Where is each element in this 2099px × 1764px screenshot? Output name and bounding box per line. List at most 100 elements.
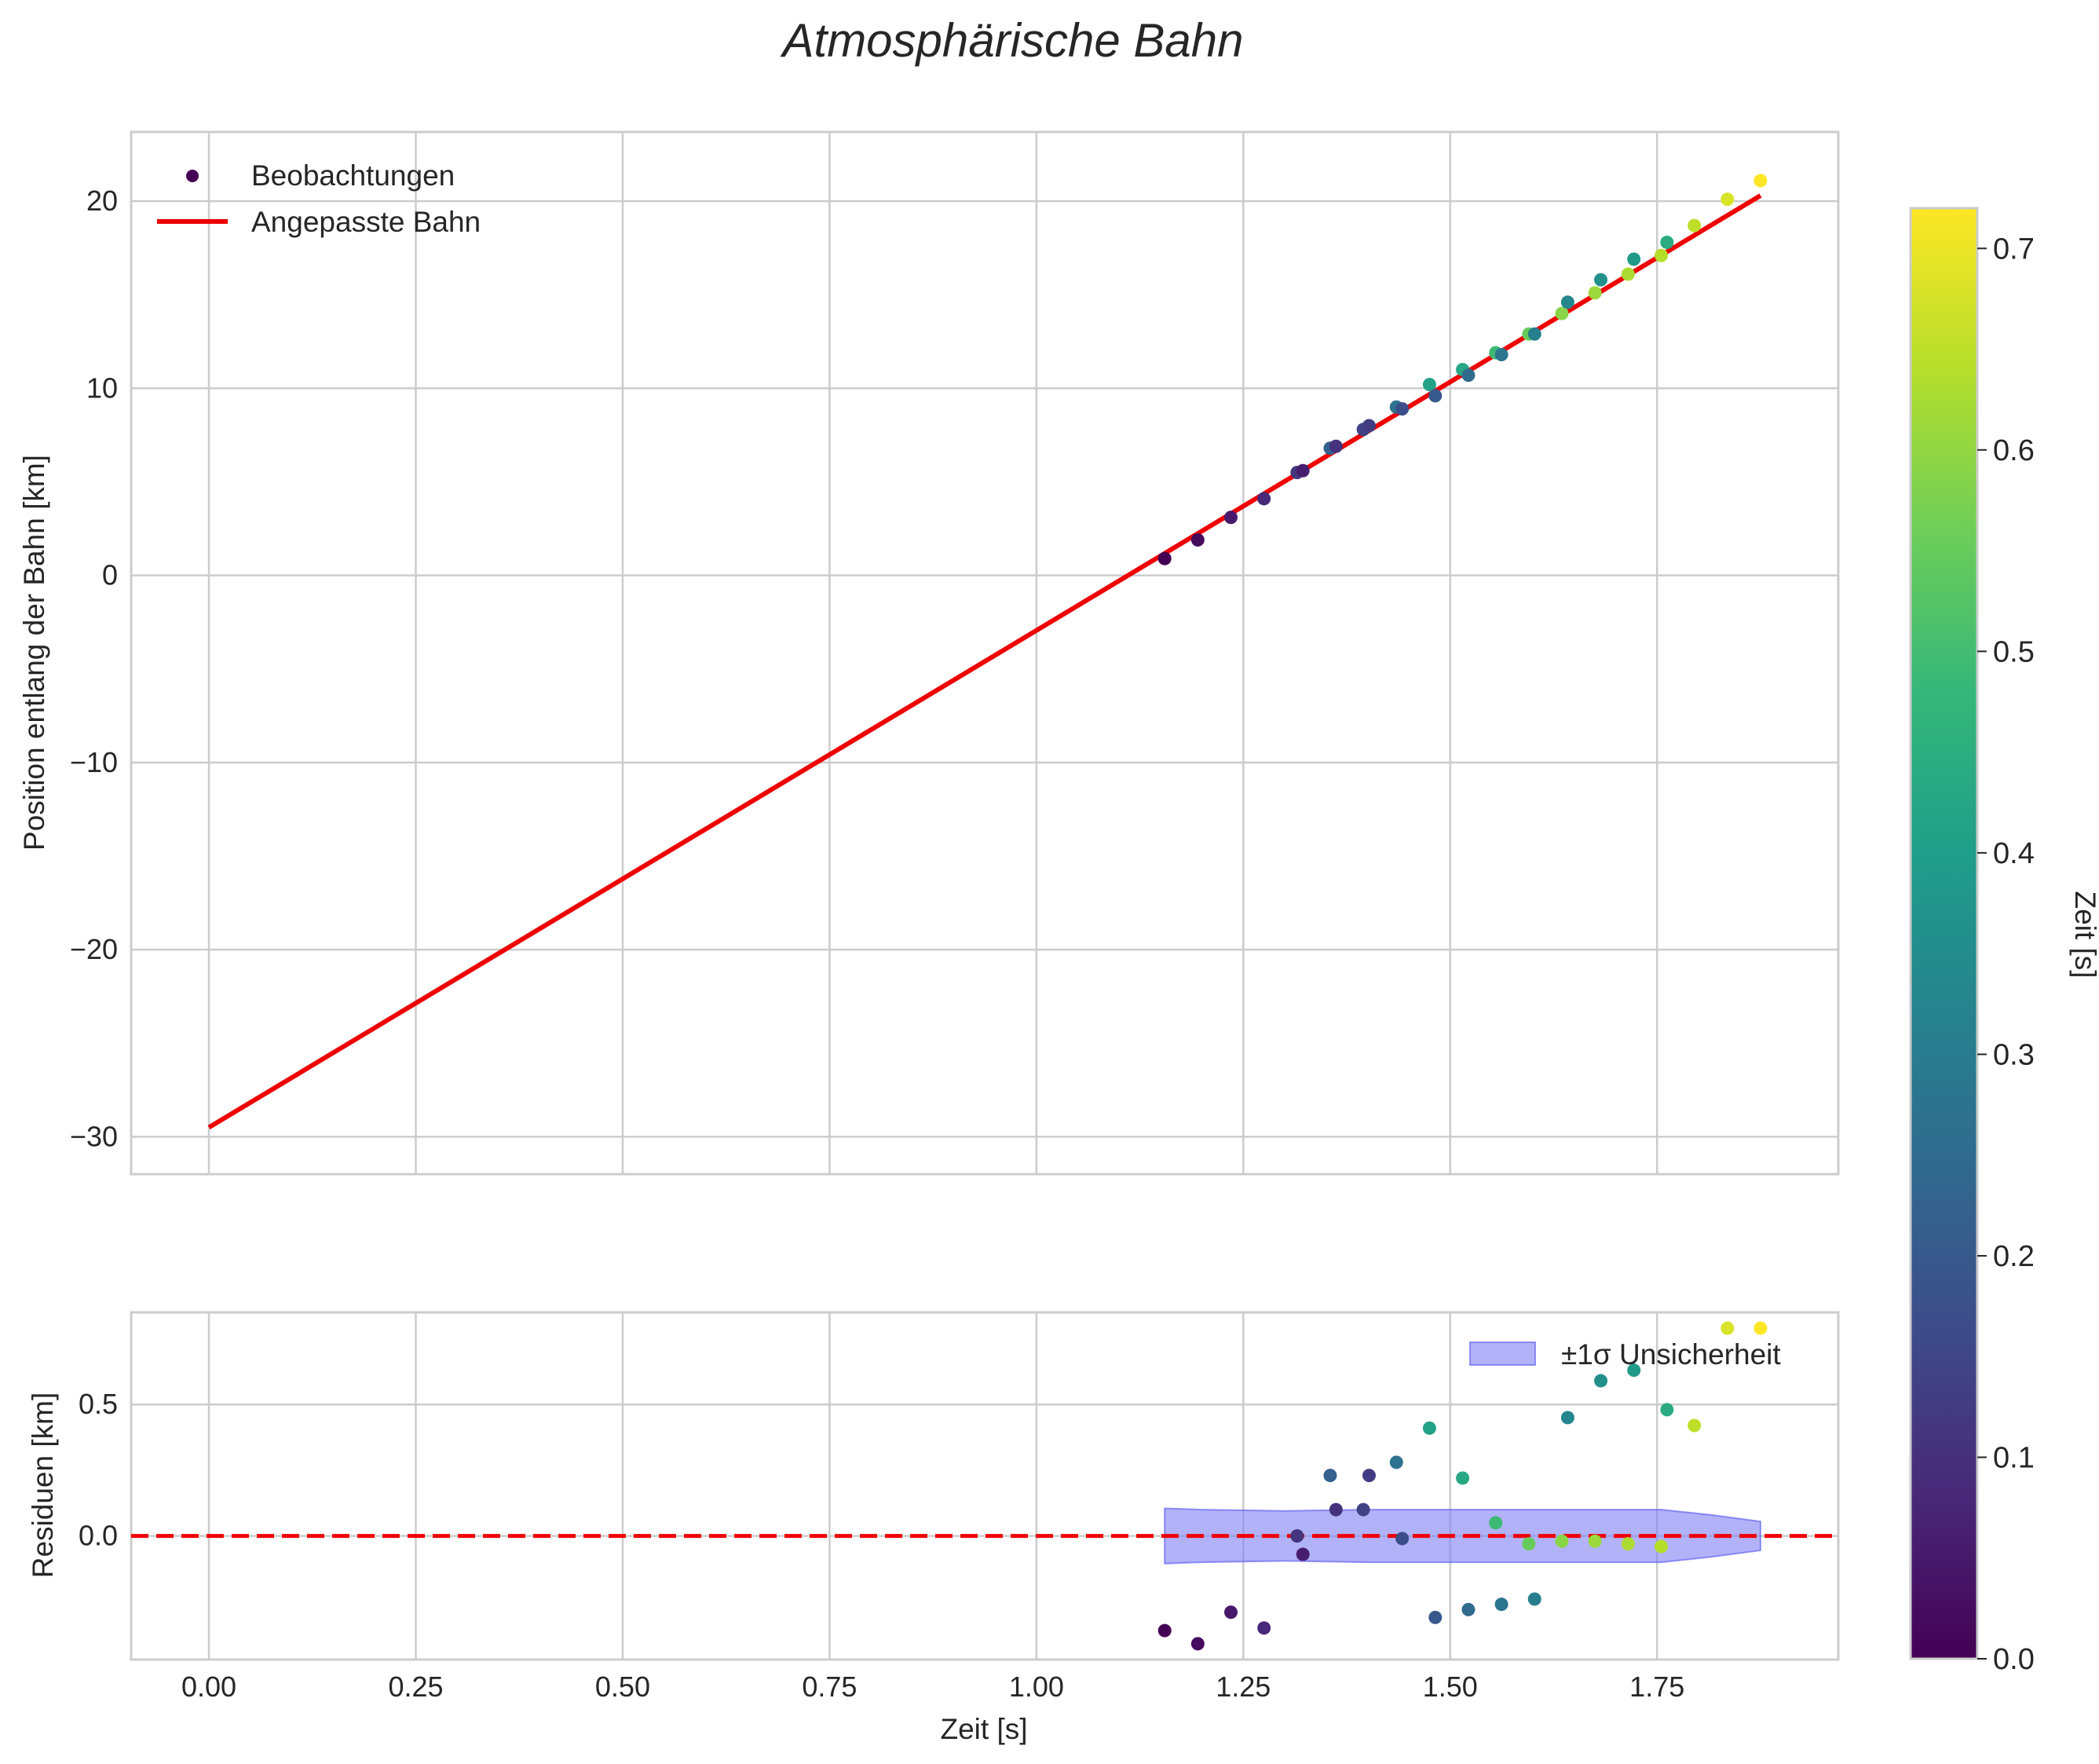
legend-line-label: Angepasste Bahn bbox=[251, 206, 481, 238]
bottom-y-tick-label: 0.0 bbox=[79, 1520, 118, 1552]
x-axis-label: Zeit [s] bbox=[940, 1713, 1027, 1745]
top-plot-frame bbox=[130, 130, 1840, 1176]
x-tick-labels: 0.00 0.25 0.50 0.75 1.00 1.25 1.50 1.75 bbox=[181, 1671, 1684, 1703]
colorbar-tick-label: 0.1 bbox=[1993, 1441, 2035, 1474]
residual-point bbox=[1395, 1532, 1410, 1546]
x-tick-label: 1.25 bbox=[1216, 1671, 1271, 1703]
residual-point bbox=[1329, 1502, 1343, 1517]
residual-point bbox=[1428, 1610, 1443, 1624]
observation-point bbox=[1362, 419, 1376, 433]
observation-point bbox=[1527, 327, 1541, 341]
chart-title: Atmosphärische Bahn bbox=[781, 14, 1244, 67]
residual-point bbox=[1489, 1516, 1503, 1530]
residual-point bbox=[1296, 1547, 1310, 1561]
observation-point bbox=[1157, 551, 1172, 565]
top-y-tick-label: 20 bbox=[86, 185, 118, 217]
colorbar: 0.0 0.1 0.2 0.3 0.4 0.5 0.6 0.7 Zeit [s] bbox=[1909, 207, 2099, 1676]
observation-point bbox=[1329, 439, 1343, 453]
colorbar-tick-label: 0.2 bbox=[1993, 1240, 2035, 1273]
colorbar-tick-label: 0.7 bbox=[1993, 232, 2035, 265]
observation-point bbox=[1555, 306, 1569, 320]
top-grid bbox=[131, 132, 1838, 1174]
residual-point bbox=[1456, 1471, 1470, 1485]
observation-point bbox=[1395, 402, 1410, 416]
observation-point bbox=[1660, 236, 1674, 250]
x-tick-label: 0.25 bbox=[388, 1671, 443, 1703]
residual-point bbox=[1290, 1529, 1304, 1543]
top-legend: Beobachtungen Angepasste Bahn bbox=[157, 159, 481, 238]
residual-point bbox=[1257, 1621, 1271, 1635]
x-tick-label: 0.75 bbox=[802, 1671, 857, 1703]
observation-point bbox=[1627, 252, 1641, 266]
colorbar-tick-label: 0.5 bbox=[1993, 635, 2035, 668]
x-tick-label: 1.50 bbox=[1423, 1671, 1478, 1703]
colorbar-tick-labels: 0.0 0.1 0.2 0.3 0.4 0.5 0.6 0.7 bbox=[1977, 232, 2035, 1676]
legend-band-label: ±1σ Unsicherheit bbox=[1561, 1338, 1781, 1371]
observation-point bbox=[1588, 286, 1602, 300]
colorbar-tick-label: 0.0 bbox=[1993, 1643, 2035, 1676]
top-y-tick-label: −20 bbox=[70, 933, 118, 965]
top-y-axis-label: Position entlang der Bahn [km] bbox=[18, 455, 50, 851]
residual-point bbox=[1190, 1637, 1205, 1651]
residual-point bbox=[1422, 1421, 1436, 1435]
residual-point bbox=[1224, 1605, 1238, 1619]
colorbar-tick-label: 0.4 bbox=[1993, 837, 2035, 870]
residual-point bbox=[1560, 1411, 1574, 1425]
residual-point bbox=[1362, 1469, 1376, 1483]
observation-point bbox=[1224, 511, 1238, 525]
residual-point bbox=[1621, 1537, 1635, 1551]
observation-point bbox=[1494, 348, 1508, 362]
x-tick-label: 0.00 bbox=[181, 1671, 236, 1703]
top-y-tick-label: −30 bbox=[70, 1120, 118, 1152]
bottom-plot-frame bbox=[130, 1311, 1840, 1661]
residual-point bbox=[1389, 1455, 1403, 1469]
residual-point bbox=[1522, 1537, 1536, 1551]
observation-point bbox=[1257, 492, 1271, 506]
residual-point bbox=[1588, 1534, 1602, 1548]
bottom-panel: 0.50.0 0.00 0.25 0.50 0.75 1.00 1.25 1.50 1.75 … bbox=[27, 1311, 1840, 1745]
observation-point bbox=[1594, 273, 1608, 287]
bottom-y-axis-label: Residuen [km] bbox=[27, 1393, 59, 1579]
observation-point bbox=[1428, 389, 1443, 403]
legend-band-swatch bbox=[1469, 1341, 1536, 1366]
residual-point bbox=[1527, 1592, 1541, 1606]
observation-point bbox=[1721, 192, 1735, 207]
residual-point bbox=[1594, 1374, 1608, 1388]
observation-point bbox=[1560, 295, 1574, 309]
top-y-tick-label: 10 bbox=[86, 371, 118, 404]
top-panel: 20 10 0 −10 −20 −30 Position entlang der Bahn… bbox=[18, 130, 1840, 1176]
residual-point bbox=[1356, 1502, 1370, 1517]
observation-point bbox=[1688, 218, 1702, 232]
legend-scatter-marker bbox=[186, 170, 199, 182]
residual-point bbox=[1555, 1534, 1569, 1548]
legend-scatter-label: Beobachtungen bbox=[251, 159, 455, 192]
residual-point bbox=[1654, 1539, 1668, 1554]
colorbar-tick-label: 0.6 bbox=[1993, 434, 2035, 467]
top-y-tick-labels: 20 10 0 −10 −20 −30 bbox=[70, 185, 118, 1152]
top-y-tick-label: 0 bbox=[102, 559, 118, 591]
bottom-y-tick-label: 0.5 bbox=[79, 1388, 118, 1420]
residual-point bbox=[1157, 1623, 1172, 1638]
residual-point bbox=[1323, 1469, 1337, 1483]
observation-point bbox=[1461, 368, 1476, 382]
residual-point bbox=[1688, 1418, 1702, 1433]
residual-point bbox=[1461, 1602, 1476, 1616]
residual-points bbox=[1157, 1321, 1768, 1651]
residual-point bbox=[1721, 1321, 1735, 1335]
colorbar-gradient bbox=[1909, 207, 1979, 1660]
x-tick-label: 1.75 bbox=[1629, 1671, 1684, 1703]
uncertainty-band bbox=[1164, 1507, 1761, 1565]
residual-point bbox=[1753, 1321, 1768, 1335]
observation-points bbox=[1157, 174, 1768, 565]
residual-point bbox=[1660, 1403, 1674, 1417]
observation-point bbox=[1190, 532, 1205, 547]
observation-point bbox=[1621, 267, 1635, 281]
top-y-tick-label: −10 bbox=[70, 746, 118, 778]
observation-point bbox=[1422, 378, 1436, 392]
observation-point bbox=[1296, 463, 1310, 478]
x-tick-label: 0.50 bbox=[595, 1671, 650, 1703]
x-tick-label: 1.00 bbox=[1009, 1671, 1064, 1703]
colorbar-label: Zeit [s] bbox=[2069, 891, 2099, 978]
colorbar-tick-label: 0.3 bbox=[1993, 1038, 2035, 1071]
